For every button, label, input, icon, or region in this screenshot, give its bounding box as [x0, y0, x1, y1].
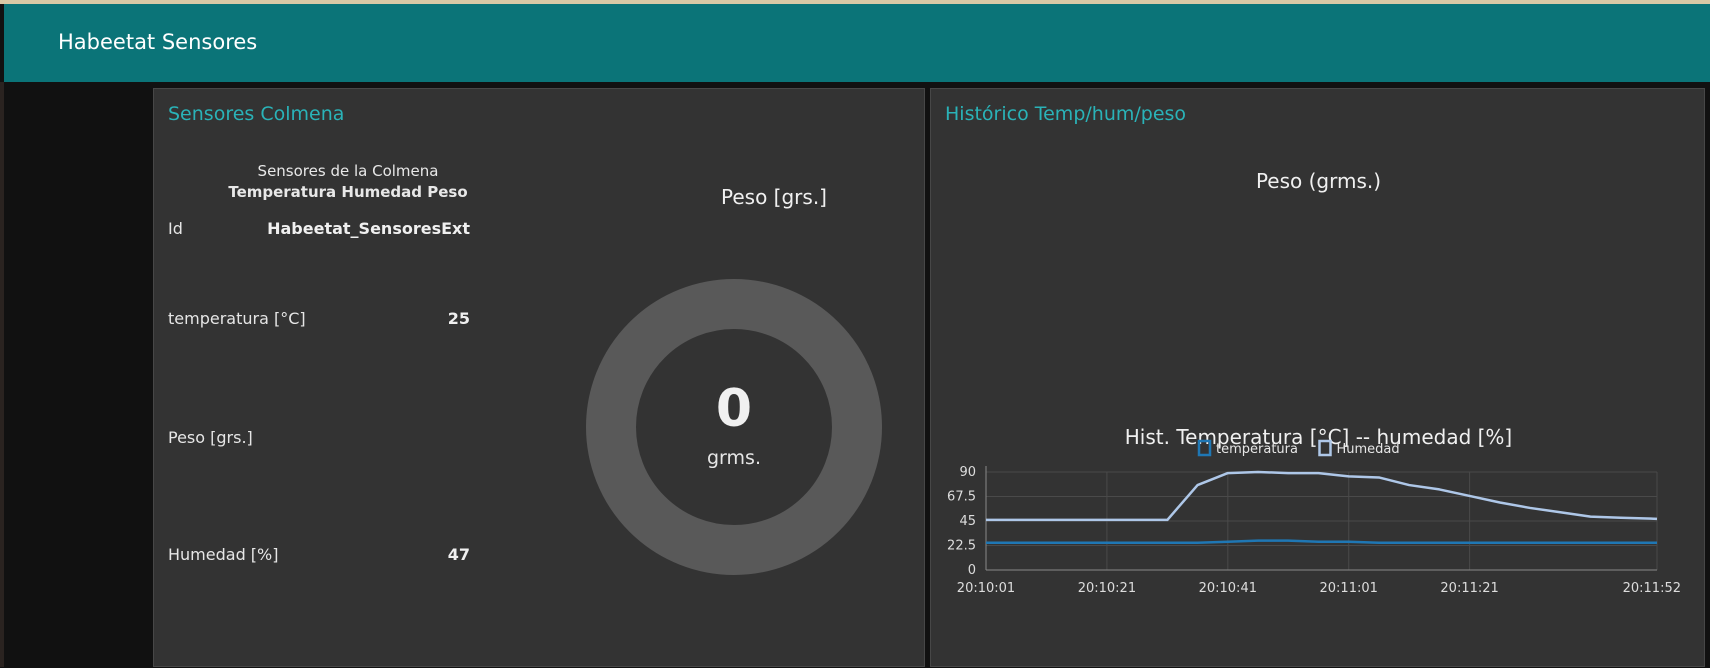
legend-label-humedad: Humedad [1337, 442, 1400, 457]
y-tick-label: 67.5 [947, 490, 976, 505]
row-label-id: Id [168, 219, 183, 238]
sidebar-edge [0, 82, 4, 667]
temp-hum-line-chart: 0 22.5 45 67.5 90 20:10:01 20:10:21 20:10:41 20:… [947, 439, 1681, 596]
gauge-track [586, 279, 882, 575]
sensores-colmena-panel: Sensores Colmena Sensores de la Colmena … [153, 88, 925, 667]
y-tick-label: 90 [959, 465, 976, 480]
peso-donut-gauge [586, 279, 882, 575]
legend-swatch-temperatura [1197, 439, 1212, 457]
row-value-id: Habeetat_SensoresExt [267, 219, 470, 238]
table-caption: Sensores de la Colmena Temperatura Humed… [214, 161, 482, 203]
dashboard-title: Habeetat Sensores [58, 30, 258, 54]
x-tick-label: 20:10:41 [1199, 581, 1257, 596]
historico-panel: Histórico Temp/hum/peso Peso (grms.) His… [930, 88, 1705, 667]
series-line-humedad [986, 470, 1658, 522]
row-label-peso: Peso [grs.] [168, 428, 253, 447]
legend-swatch-humedad [1318, 439, 1332, 457]
x-tick-label: 20:11:52 [1623, 581, 1681, 596]
row-label-humedad: Humedad [%] [168, 545, 279, 564]
panel-title: Histórico Temp/hum/peso [945, 103, 1187, 125]
x-tick-label: 20:11:01 [1320, 581, 1378, 596]
legend-label-temperatura: temperatura [1216, 442, 1298, 457]
table-caption-line2: Temperatura Humedad Peso [228, 183, 468, 201]
peso-chart-title: Peso (grms.) [1255, 169, 1382, 193]
gauge-title: Peso [grs.] [721, 185, 827, 209]
row-value-humedad: 47 [447, 545, 470, 564]
x-tick-label: 20:10:21 [1078, 581, 1136, 596]
y-tick-label: 0 [968, 563, 976, 578]
panel-title: Sensores Colmena [168, 103, 345, 125]
table-caption-line1: Sensores de la Colmena [257, 162, 439, 180]
y-tick-label: 22.5 [947, 539, 976, 554]
row-value-temperatura: 25 [447, 309, 470, 328]
series-line-temperatura [986, 539, 1657, 545]
gauge-unit: grms. [707, 447, 761, 469]
dashboard-header: Habeetat Sensores [4, 4, 1710, 82]
gauge-value: 0 [715, 379, 753, 439]
x-tick-label: 20:10:01 [957, 581, 1015, 596]
x-tick-label: 20:11:21 [1440, 581, 1498, 596]
window-top-border [0, 0, 1710, 4]
row-label-temperatura: temperatura [°C] [168, 309, 306, 328]
y-tick-label: 45 [959, 514, 976, 529]
